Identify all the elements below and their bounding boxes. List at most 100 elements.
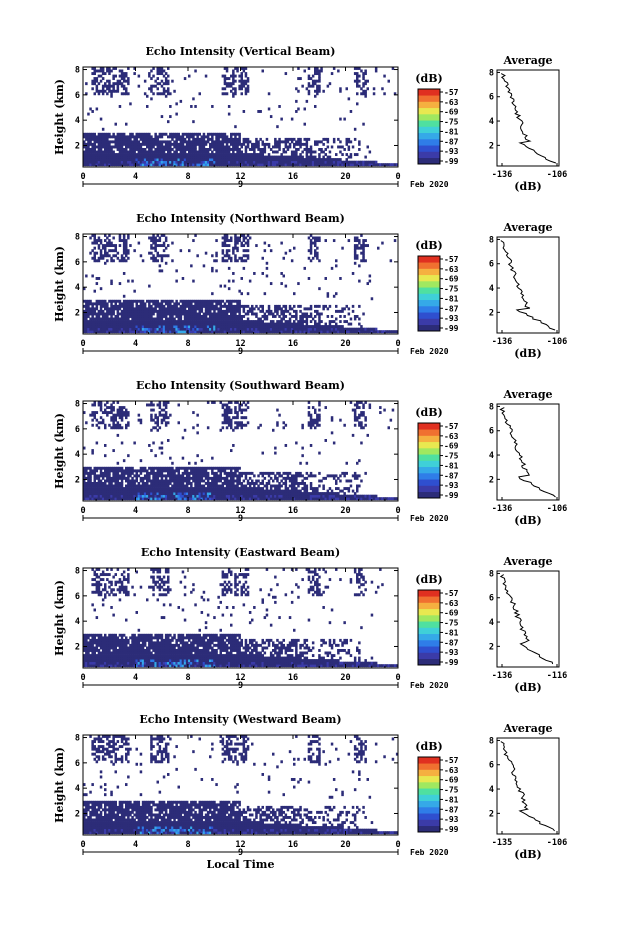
heatmap-cell: [116, 142, 120, 146]
heatmap-cell: [125, 135, 128, 139]
heatmap-cell: [236, 163, 239, 167]
heatmap-cell: [341, 246, 344, 250]
heatmap-cell: [335, 327, 338, 331]
heatmap-cell: [314, 163, 317, 167]
heatmap-cell: [358, 67, 361, 70]
heatmap-cell: [120, 482, 124, 485]
heatmap-cell: [156, 479, 159, 483]
heatmap-cell: [293, 155, 296, 159]
heatmap-cell: [112, 325, 115, 329]
heatmap-cell: [143, 474, 147, 478]
heatmap-cell: [101, 497, 105, 501]
heatmap-cell: [125, 148, 128, 151]
heatmap-cell: [95, 492, 99, 496]
heatmap-cell: [114, 317, 117, 321]
heatmap-cell: [137, 330, 141, 334]
heatmap-cell: [284, 137, 288, 141]
heatmap-cell: [307, 84, 311, 88]
heatmap-cell: [234, 327, 237, 331]
heatmap-cell: [137, 160, 141, 164]
heatmap-cell: [278, 137, 281, 141]
heatmap-cell: [286, 148, 290, 151]
heatmap-cell: [83, 140, 86, 144]
heatmap-cell: [282, 312, 285, 316]
heatmap-cell: [230, 140, 233, 144]
heatmap-cell: [154, 307, 157, 311]
heatmap-cell: [261, 492, 264, 496]
heatmap-cell: [356, 236, 359, 240]
heatmap-cell: [206, 304, 210, 308]
heatmap-cell: [200, 153, 204, 157]
heatmap-cell: [232, 148, 235, 151]
heatmap-cell: [93, 137, 96, 141]
heatmap-cell: [83, 411, 86, 415]
heatmap-cell: [330, 327, 334, 331]
heatmap-cell: [290, 137, 294, 141]
heatmap-cell: [133, 330, 136, 334]
heatmap-cell: [177, 489, 180, 493]
heatmap-cell: [204, 302, 208, 306]
heatmap-cell: [303, 137, 306, 141]
heatmap-cell: [125, 145, 128, 149]
heatmap-cell: [110, 304, 113, 308]
heatmap-cell: [248, 148, 252, 151]
heatmap-cell: [328, 325, 332, 329]
heatmap-cell: [110, 244, 113, 248]
heatmap-cell: [154, 160, 157, 164]
profile-title: Average: [502, 54, 552, 67]
heatmap-cell: [225, 251, 229, 255]
heatmap-cell: [213, 140, 216, 144]
heatmap-cell: [318, 148, 321, 151]
heatmap-cell: [177, 325, 180, 329]
heatmap-cell: [314, 304, 317, 308]
heatmap-cell: [114, 145, 117, 149]
heatmap-cell: [360, 163, 363, 167]
heatmap-cell: [200, 494, 204, 498]
heatmap-cell: [127, 476, 130, 480]
heatmap-cell: [267, 160, 271, 164]
heatmap-cell: [171, 487, 174, 491]
heatmap-cell: [200, 148, 204, 151]
heatmap-cell: [185, 487, 189, 491]
heatmap-cell: [364, 72, 367, 76]
heatmap-cell: [360, 246, 363, 250]
heatmap-cell: [120, 148, 124, 151]
heatmap-cell: [116, 307, 120, 311]
heatmap-cell: [148, 158, 151, 162]
heatmap-cell: [219, 484, 222, 488]
heatmap-cell: [108, 312, 111, 316]
heatmap-cell: [267, 155, 271, 159]
heatmap-cell: [85, 92, 88, 96]
heatmap-cell: [135, 479, 138, 483]
heatmap-cell: [160, 492, 164, 496]
heatmap-cell: [97, 256, 101, 260]
heatmap-cell: [280, 140, 283, 144]
heatmap-cell: [246, 406, 250, 410]
heatmap-cell: [246, 79, 250, 83]
heatmap-cell: [169, 322, 172, 326]
heatmap-cell: [204, 307, 208, 311]
heatmap-cell: [179, 497, 183, 501]
heatmap-cell: [221, 413, 225, 417]
heatmap-cell: [253, 325, 256, 329]
heatmap-cell: [343, 307, 346, 311]
heatmap-cell: [173, 153, 176, 157]
heatmap-cell: [177, 494, 180, 498]
heatmap-cell: [295, 325, 298, 329]
heatmap-cell: [95, 320, 99, 324]
heatmap-cell: [234, 307, 237, 311]
heatmap-cell: [290, 158, 294, 162]
heatmap-cell: [93, 466, 96, 470]
heatmap-cell: [211, 320, 214, 324]
heatmap-cell: [280, 307, 283, 311]
heatmap-cell: [286, 140, 290, 144]
heatmap-cell: [125, 299, 128, 303]
heatmap-cell: [280, 489, 283, 493]
heatmap-cell: [133, 249, 136, 253]
heatmap-cell: [83, 153, 86, 157]
heatmap-cell: [209, 487, 212, 491]
heatmap-cell: [93, 259, 96, 263]
heatmap-cell: [112, 421, 115, 425]
heatmap-cell: [276, 320, 279, 324]
heatmap-cell: [152, 302, 155, 306]
